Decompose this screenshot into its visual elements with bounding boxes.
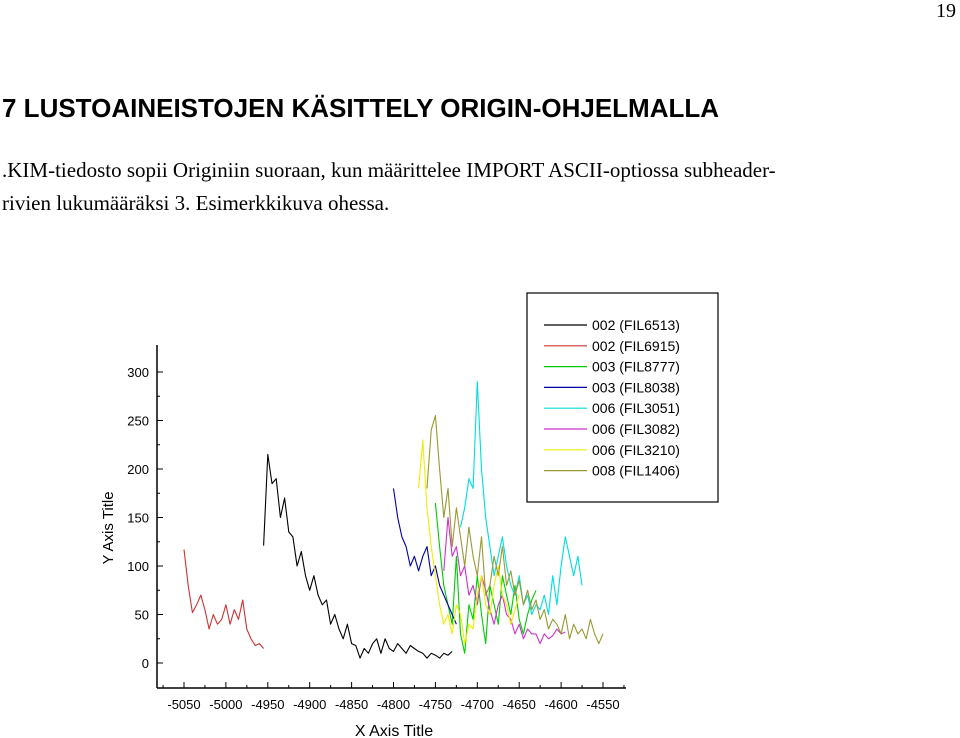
chart-axes [156, 345, 626, 689]
series-line [443, 516, 566, 645]
legend-label: 006 (FIL3082) [592, 421, 680, 437]
x-tick-label: -4850 [335, 697, 368, 712]
page-number: 19 [936, 0, 956, 22]
legend-label: 002 (FIL6513) [592, 317, 680, 333]
x-tick-label: -4750 [419, 697, 452, 712]
legend-label: 003 (FIL8038) [592, 379, 680, 395]
series-line [434, 502, 537, 654]
paragraph-line: rivien lukumääräksi 3. Esimerkkikuva ohe… [2, 191, 390, 215]
x-tick-label: -4950 [251, 697, 284, 712]
section-heading: 7 LUSTOAINEISTOJEN KÄSITTELY ORIGIN-OHJE… [2, 93, 720, 123]
y-tick-label: 300 [127, 365, 149, 380]
series-line [418, 439, 520, 645]
x-tick-label: -4900 [293, 697, 326, 712]
x-tick-label: -4600 [544, 697, 577, 712]
tick-marks: 0 50 100 150 200 250 300 -5050 -5000 -4950 -4900 -4… [127, 365, 625, 712]
legend-label: 003 (FIL8777) [592, 359, 680, 375]
series-lines [183, 381, 604, 659]
series-line [183, 549, 265, 649]
y-axis-title: Y Axis Title [100, 491, 117, 564]
y-tick-label: 0 [142, 656, 149, 671]
chart-legend: 002 (FIL6513) 002 (FIL6915) 003 (FIL8777) 0… [526, 292, 719, 503]
legend-label: 008 (FIL1406) [592, 463, 680, 479]
legend-label: 002 (FIL6915) [592, 338, 680, 354]
y-tick-label: 100 [127, 559, 149, 574]
y-tick-label: 50 [135, 608, 149, 623]
legend-label: 006 (FIL3210) [592, 442, 680, 458]
series-line [426, 415, 604, 645]
x-tick-label: -5050 [167, 697, 200, 712]
x-tick-label: -5000 [209, 697, 242, 712]
y-tick-label: 250 [127, 414, 149, 429]
legend-label: 006 (FIL3051) [592, 400, 680, 416]
series-line [392, 488, 457, 625]
x-axis-title: X Axis Title [355, 723, 433, 738]
y-tick-label: 150 [127, 511, 149, 526]
x-tick-label: -4550 [586, 697, 619, 712]
series-line [263, 453, 453, 659]
x-tick-label: -4700 [461, 697, 494, 712]
x-tick-label: -4800 [377, 697, 410, 712]
x-tick-label: -4650 [503, 697, 536, 712]
paragraph-line: .KIM-tiedosto sopii Originiin suoraan, k… [2, 158, 776, 182]
paragraph: .KIM-tiedosto sopii Originiin suoraan, k… [2, 154, 952, 220]
y-tick-label: 200 [127, 462, 149, 477]
legend-box [526, 292, 719, 503]
